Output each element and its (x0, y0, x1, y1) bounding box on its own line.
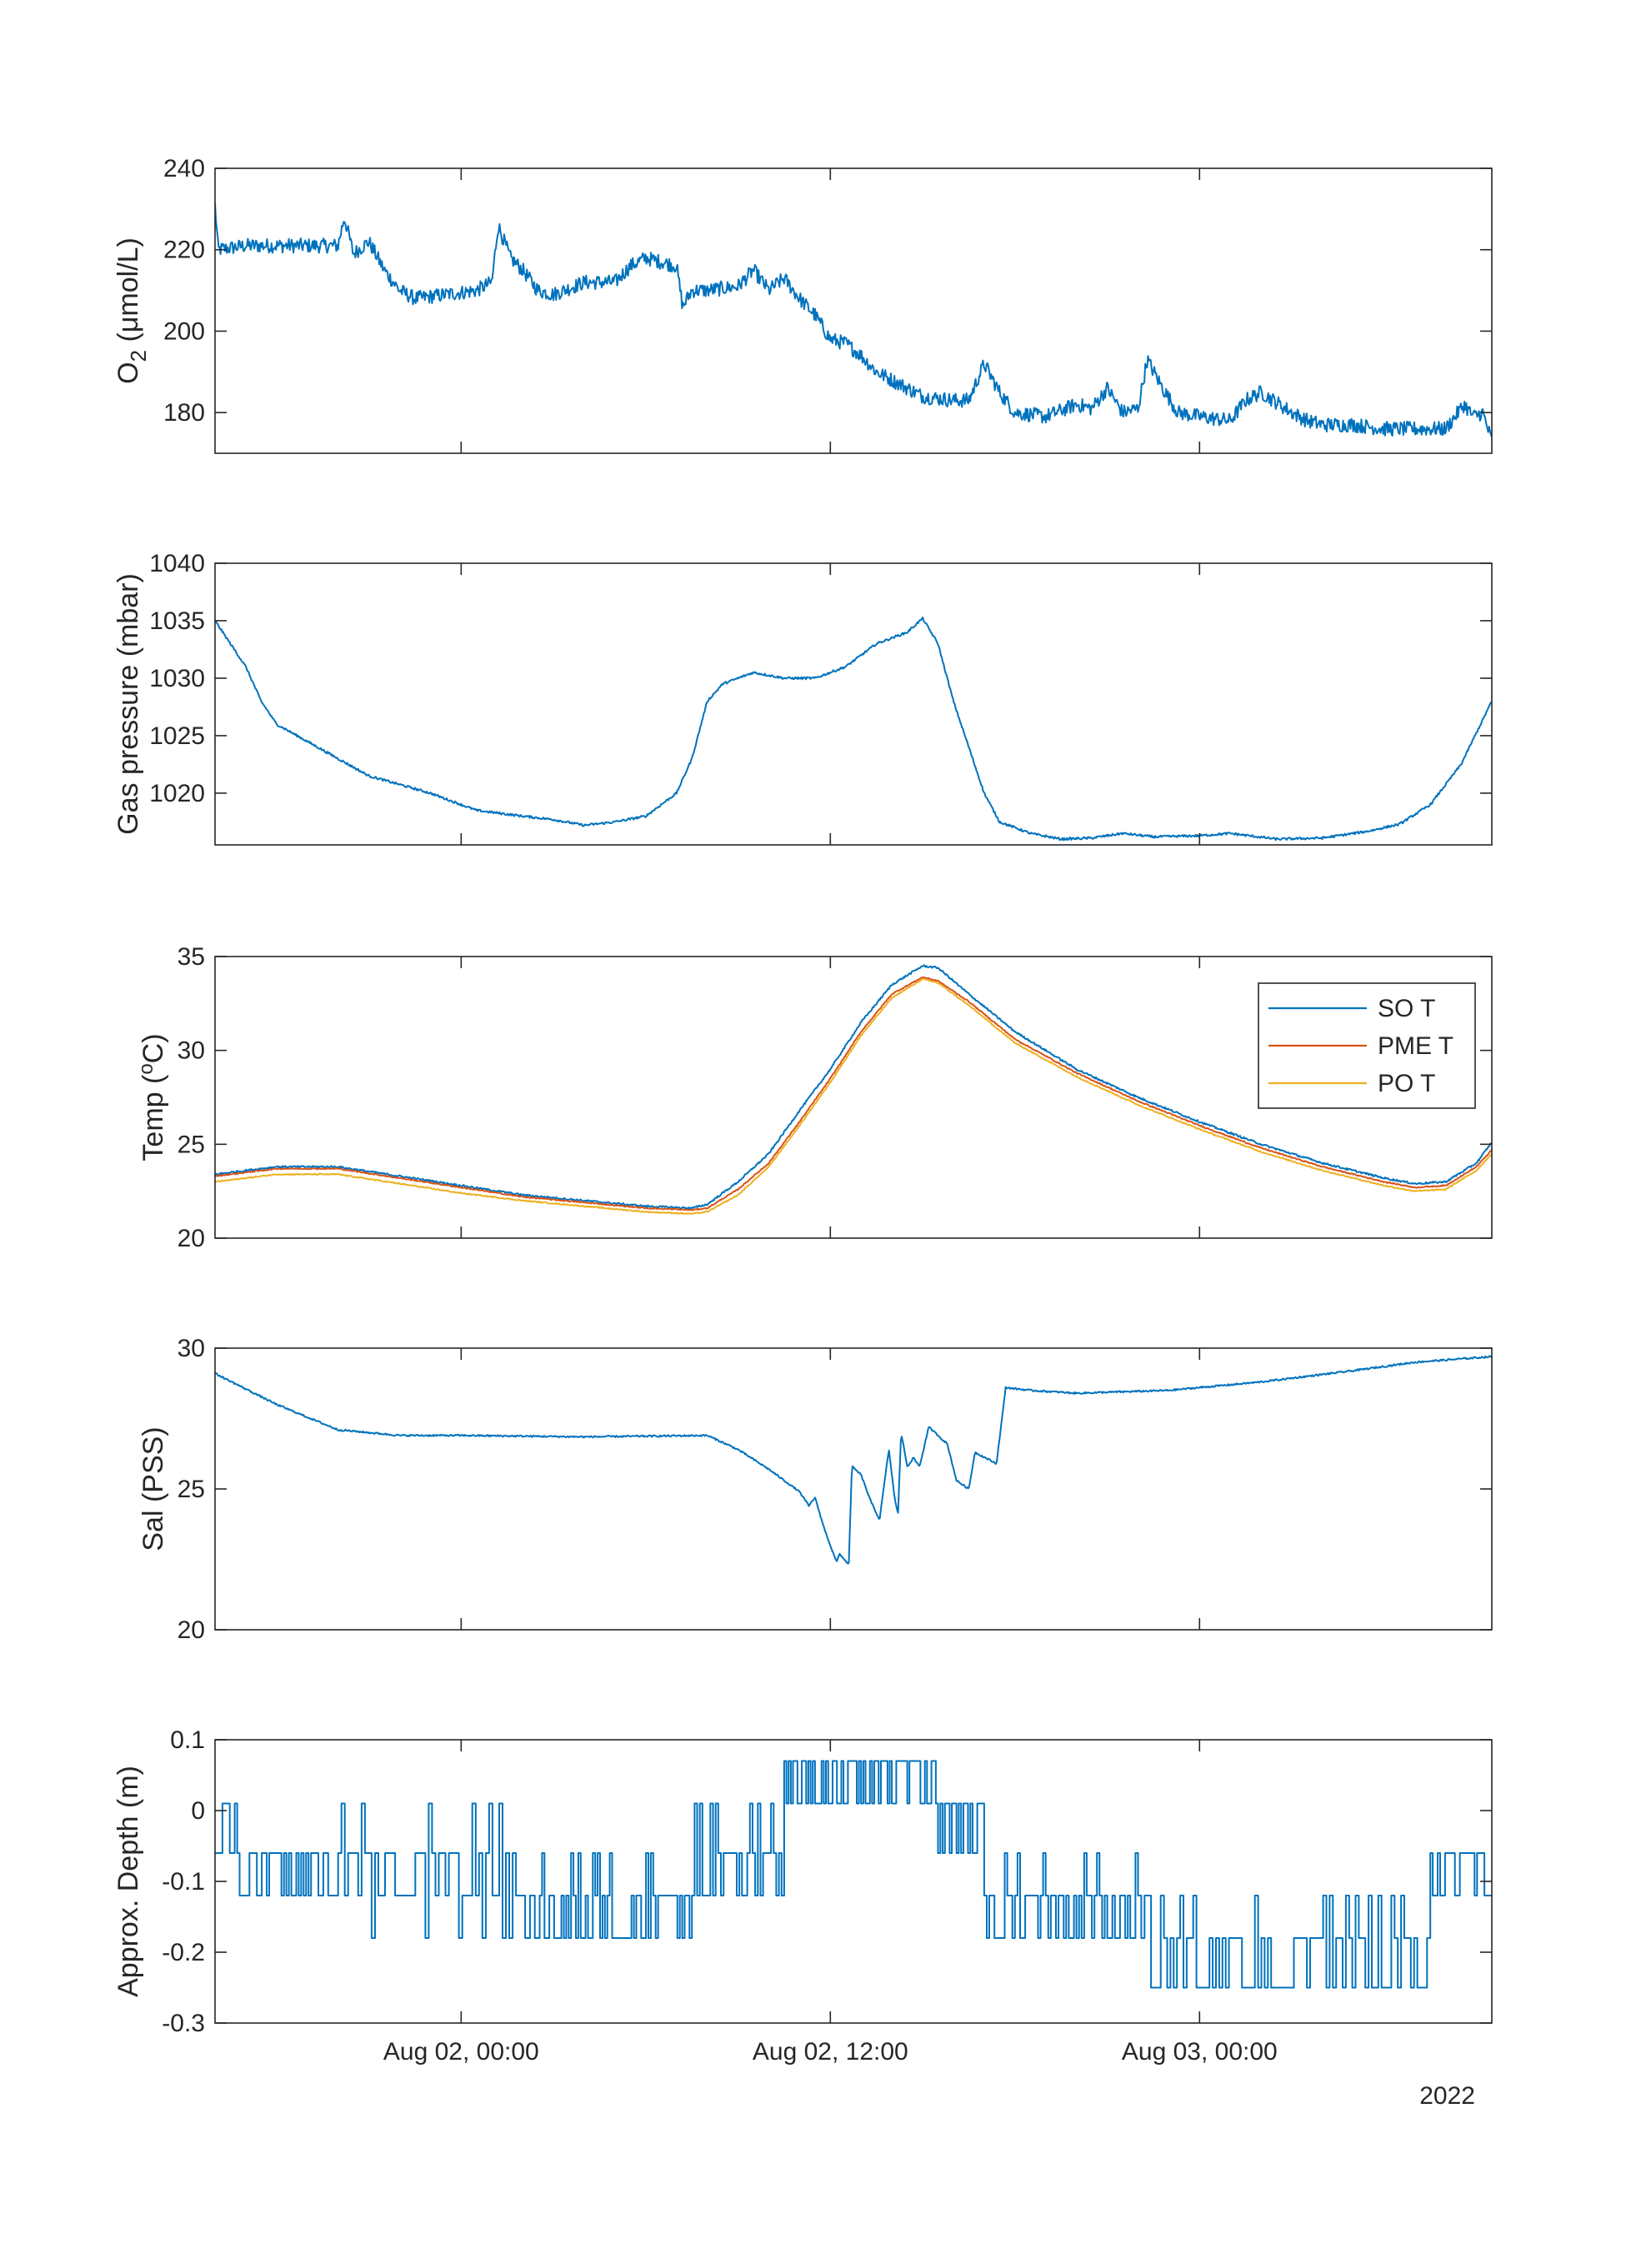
x-tick-label: Aug 02, 12:00 (753, 2038, 908, 2066)
series-group (215, 1355, 1492, 1565)
series-line-so-t (215, 964, 1492, 1210)
x-tick-label: Aug 03, 00:00 (1122, 2038, 1278, 2066)
y-axis-label: O2 (μmol/L) (113, 237, 151, 384)
series-line-1 (215, 1760, 1492, 1989)
y-axis-label: Sal (PSS) (138, 1426, 169, 1551)
series-line-po-t (215, 977, 1492, 1215)
y-tick-label: 0 (191, 1797, 205, 1825)
y-axis-label: Approx. Depth (m) (113, 1766, 144, 1997)
y-tick-label: 240 (163, 155, 205, 182)
series-group (215, 964, 1492, 1215)
y-tick-label: -0.2 (162, 1939, 205, 1966)
y-tick-label: 200 (163, 317, 205, 345)
chart-panel-4: 20 25 30 Sal (PSS) (138, 1335, 1493, 1644)
legend-entry: PO T (1378, 1070, 1435, 1097)
axes-frame (214, 167, 1493, 454)
y-tick-label: 20 (178, 1225, 205, 1252)
axes-frame (214, 562, 1493, 846)
legend: SO T PME T PO T (1258, 982, 1476, 1109)
x-tick-label: Aug 02, 00:00 (383, 2038, 539, 2066)
y-tick-label: -0.1 (162, 1868, 205, 1896)
series-line-pme-t (215, 976, 1492, 1211)
y-tick-label: 20 (178, 1616, 205, 1644)
chart-panel-3: 20 25 30 35 Temp (oC) SO T PME T PO T (135, 943, 1493, 1252)
y-axis-label: Temp (oC) (135, 1033, 169, 1161)
series-line-1 (215, 202, 1492, 437)
series-line-1 (215, 617, 1492, 842)
legend-entry: SO T (1378, 995, 1435, 1022)
chart-panel-5: -0.3 -0.2 -0.1 0 0.1 Aug 02, 00:00 Aug 02, 12:… (113, 1726, 1493, 2066)
y-tick-label: 220 (163, 237, 205, 264)
y-tick-label: 1035 (149, 607, 205, 635)
y-tick-label: 180 (163, 399, 205, 427)
legend-entry: PME T (1378, 1032, 1453, 1060)
y-tick-label: 0.1 (170, 1726, 205, 1754)
axes-frame (214, 956, 1493, 1239)
y-tick-label: 25 (178, 1131, 205, 1158)
y-tick-label: 35 (178, 943, 205, 971)
series-group (215, 617, 1492, 842)
y-tick-label: 25 (178, 1476, 205, 1503)
x-axis-year-label: 2022 (1419, 2082, 1475, 2110)
y-tick-label: 30 (178, 1037, 205, 1065)
y-tick-label: -0.3 (162, 2010, 205, 2037)
y-tick-label: 1040 (149, 550, 205, 577)
y-tick-label: 1025 (149, 722, 205, 750)
series-group (215, 1760, 1492, 1989)
y-axis-label: Gas pressure (mbar) (113, 573, 144, 835)
series-line-1 (215, 1355, 1492, 1565)
y-tick-label: 1020 (149, 780, 205, 807)
series-group (215, 202, 1492, 437)
y-tick-label: 1030 (149, 665, 205, 692)
y-tick-label: 30 (178, 1335, 205, 1362)
chart-panel-1: 180 200 220 240 O2 (μmol/L) (113, 155, 1493, 454)
